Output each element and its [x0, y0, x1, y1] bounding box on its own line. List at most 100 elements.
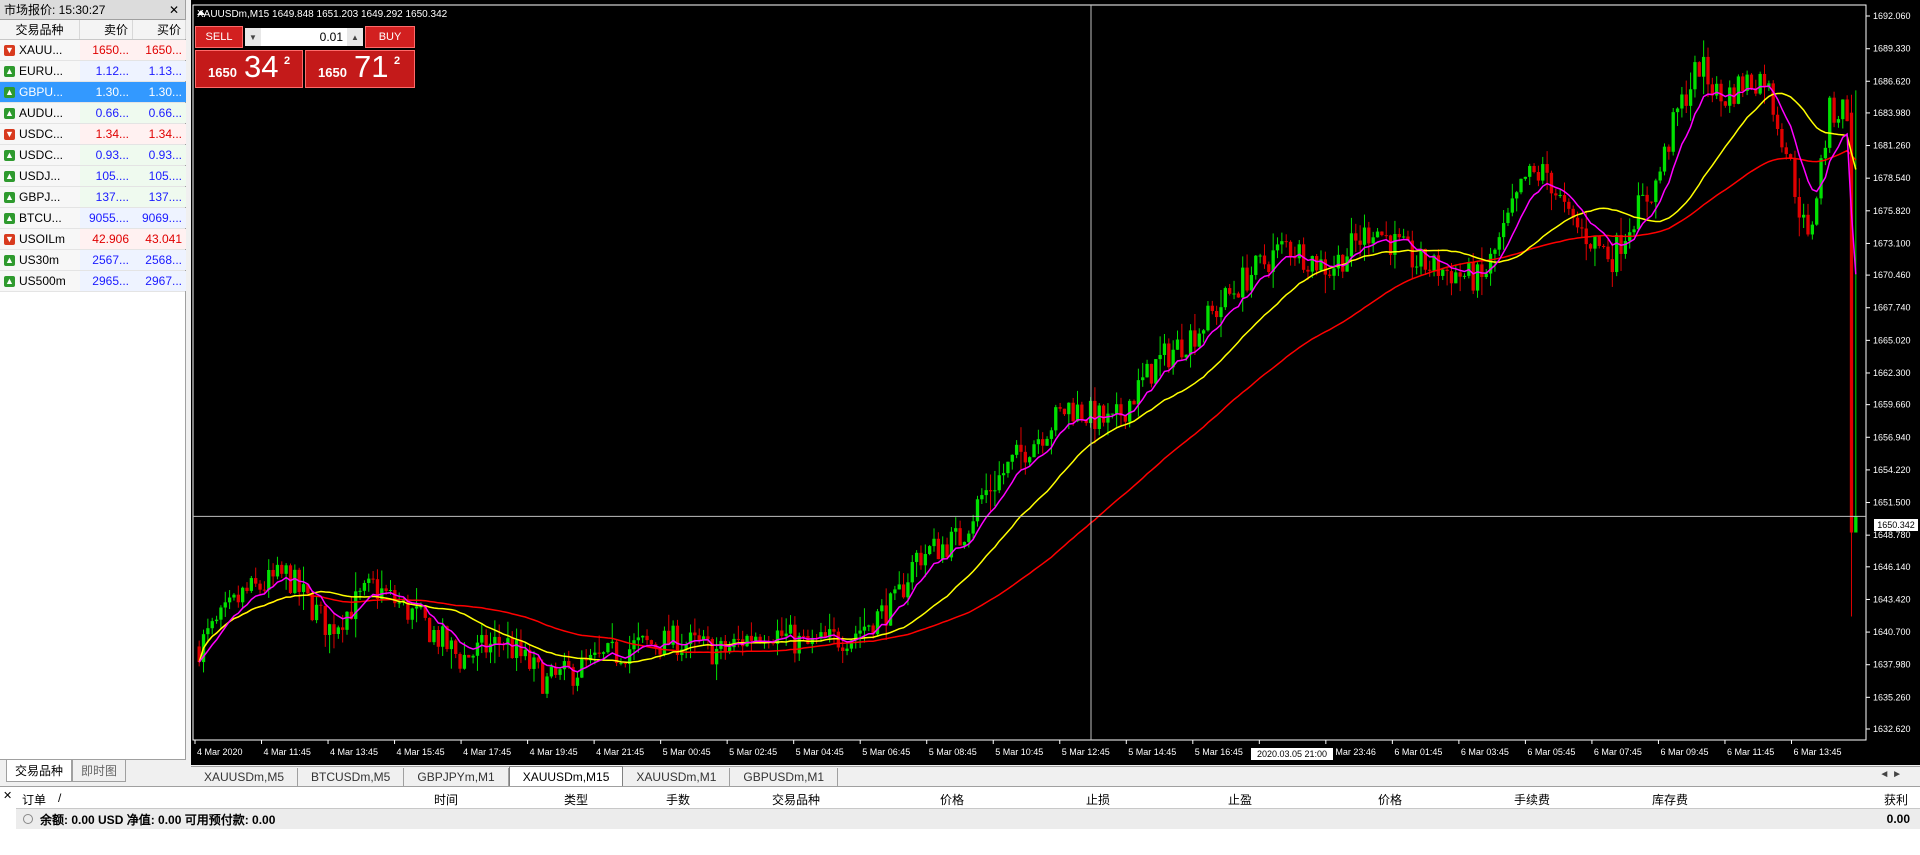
- lot-size-input[interactable]: [261, 28, 347, 46]
- market-watch-row[interactable]: ▲ US30m 2567... 2568...: [0, 250, 186, 271]
- symbol-cell: ▲ BTCU...: [0, 208, 80, 228]
- column-stop-loss[interactable]: 止损: [1086, 793, 1111, 807]
- column-symbol[interactable]: 交易品种: [0, 20, 80, 39]
- column-take-profit[interactable]: 止盈: [1228, 793, 1253, 807]
- candle-body: [1393, 234, 1397, 255]
- bid-cell: 9055....: [80, 208, 133, 228]
- symbol-cell: ▼ XAUU...: [0, 40, 80, 60]
- close-icon[interactable]: ✕: [168, 2, 180, 17]
- bid-cell: 105....: [80, 166, 133, 186]
- candle-body: [484, 635, 488, 653]
- tab-tick-chart[interactable]: 即时图: [72, 760, 127, 782]
- tab-xauusdm-m1[interactable]: XAUUSDm,M1: [623, 768, 731, 786]
- candle-body: [1728, 87, 1732, 106]
- market-watch-row[interactable]: ▼ USOILm 42.906 43.041: [0, 229, 186, 250]
- candle-body: [254, 578, 258, 584]
- candle-body: [1519, 178, 1523, 193]
- candle-body: [1706, 56, 1710, 85]
- column-symbol[interactable]: 交易品种: [772, 793, 821, 807]
- candle-body: [1593, 236, 1597, 249]
- candle-body: [862, 626, 867, 631]
- ma-slow-line: [198, 149, 1857, 663]
- market-watch-row[interactable]: ▲ USDJ... 105.... 105....: [0, 166, 186, 187]
- tab-symbols[interactable]: 交易品种: [6, 760, 73, 782]
- lot-decrease-icon[interactable]: ▼: [245, 28, 261, 46]
- y-tick-label: 1643.420: [1873, 594, 1911, 604]
- tab-gbpusdm-m1[interactable]: GBPUSDm,M1: [730, 768, 839, 786]
- column-volume[interactable]: 手数: [666, 793, 691, 807]
- column-swap[interactable]: 库存费: [1652, 793, 1689, 807]
- symbol-name: USDC...: [19, 127, 64, 141]
- market-watch-row[interactable]: ▲ AUDU... 0.66... 0.66...: [0, 103, 186, 124]
- candle-body: [349, 611, 354, 620]
- tab-btcusdm-m5[interactable]: BTCUSDm,M5: [298, 768, 405, 786]
- candle-body: [1510, 198, 1514, 213]
- balance-row[interactable]: 余额: 0.00 USD 净值: 0.00 可用预付款: 0.00 0.00: [16, 809, 1920, 829]
- sell-button[interactable]: SELL: [195, 26, 243, 48]
- candle-body: [745, 635, 749, 647]
- candle-body: [801, 635, 806, 637]
- candle-body: [519, 640, 523, 657]
- candle-body: [945, 544, 949, 558]
- candle-body: [1136, 380, 1141, 405]
- column-time[interactable]: 时间: [434, 793, 459, 807]
- market-watch-row[interactable]: ▲ US500m 2965... 2967...: [0, 271, 186, 292]
- candle-body: [1323, 259, 1328, 275]
- candle-body: [975, 499, 980, 522]
- candle-body: [1588, 244, 1593, 249]
- column-type[interactable]: 类型: [564, 793, 589, 807]
- lot-increase-icon[interactable]: ▲: [347, 28, 363, 46]
- close-icon[interactable]: ✕: [3, 790, 13, 802]
- market-watch-row[interactable]: ▲ GBPJ... 137.... 137....: [0, 187, 186, 208]
- candle-body: [445, 626, 449, 650]
- sell-price-button[interactable]: 1650 34 2: [195, 49, 303, 88]
- candle-body: [510, 638, 514, 659]
- arrow-down-icon: ▼: [4, 233, 15, 245]
- column-commission[interactable]: 手续费: [1514, 793, 1551, 807]
- candle-body: [1462, 275, 1467, 277]
- market-watch-row[interactable]: ▲ GBPU... 1.30... 1.30...: [0, 82, 186, 103]
- column-current-price[interactable]: 价格: [1378, 793, 1403, 807]
- candle-body: [488, 643, 493, 653]
- market-watch-row[interactable]: ▼ USDC... 1.34... 1.34...: [0, 124, 186, 145]
- candle-body: [1041, 439, 1045, 446]
- tab-xauusdm-m5[interactable]: XAUUSDm,M5: [191, 768, 299, 786]
- candle-body: [462, 654, 467, 669]
- ask-cell: 1650...: [133, 40, 186, 60]
- candle-body: [1054, 407, 1058, 431]
- market-watch-row[interactable]: ▼ XAUU... 1650... 1650...: [0, 40, 186, 61]
- candle-body: [1236, 293, 1241, 298]
- column-profit[interactable]: 获利: [1884, 793, 1909, 807]
- candle-body: [732, 638, 736, 648]
- market-watch-row[interactable]: ▲ BTCU... 9055.... 9069....: [0, 208, 186, 229]
- candle-body: [780, 630, 784, 636]
- tab-scroll-icon[interactable]: ◄ ►: [1879, 769, 1902, 780]
- candle-body: [414, 606, 419, 609]
- candle-body: [1545, 164, 1549, 173]
- candle-body: [706, 636, 710, 640]
- candle-body: [601, 652, 606, 654]
- column-ask[interactable]: 买价: [133, 20, 186, 39]
- price-chart[interactable]: 1692.060 1689.330 1686.620 1683.980 1681.260…: [191, 0, 1920, 765]
- market-watch-row[interactable]: ▲ EURU... 1.12... 1.13...: [0, 61, 186, 82]
- candle-body: [736, 638, 740, 640]
- candle-body: [754, 636, 758, 641]
- ask-cell: 0.66...: [133, 103, 186, 123]
- column-price[interactable]: 价格: [940, 793, 965, 807]
- column-sort[interactable]: /: [58, 791, 62, 805]
- buy-button[interactable]: BUY: [365, 26, 415, 48]
- buy-price-button[interactable]: 1650 71 2: [305, 49, 415, 88]
- column-bid[interactable]: 卖价: [80, 20, 133, 39]
- candle-body: [871, 625, 875, 635]
- candle-body: [214, 619, 219, 622]
- column-order[interactable]: 订单: [22, 793, 47, 807]
- candle-body: [1441, 269, 1445, 276]
- candle-body: [1523, 176, 1528, 179]
- tab-xauusdm-m15[interactable]: XAUUSDm,M15: [508, 766, 624, 786]
- candle-body: [1023, 451, 1027, 463]
- arrow-up-icon: ▲: [4, 86, 15, 98]
- tab-gbpjpym-m1[interactable]: GBPJPYm,M1: [404, 768, 509, 786]
- chart-window[interactable]: 1692.060 1689.330 1686.620 1683.980 1681.260…: [191, 0, 1920, 765]
- candle-body: [1280, 241, 1284, 245]
- market-watch-row[interactable]: ▲ USDC... 0.93... 0.93...: [0, 145, 186, 166]
